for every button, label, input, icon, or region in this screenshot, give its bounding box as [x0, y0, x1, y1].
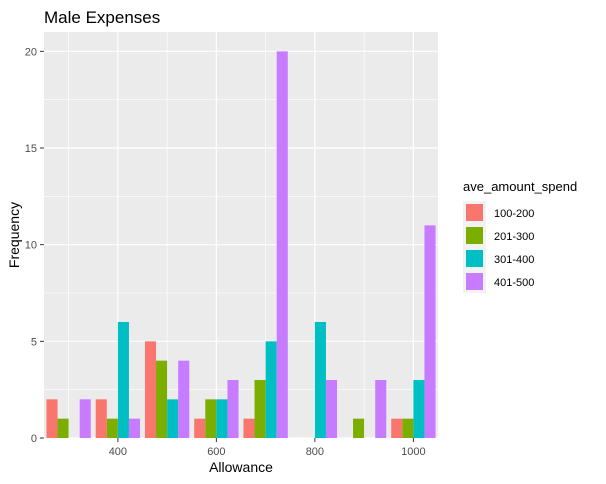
legend-title: ave_amount_spend: [463, 179, 577, 194]
bar: [156, 360, 168, 438]
bar: [254, 380, 266, 438]
bar: [243, 418, 255, 438]
y-tick-label: 15: [25, 143, 37, 155]
bar: [178, 360, 190, 438]
bar: [95, 399, 107, 438]
bar: [413, 380, 425, 438]
bar: [57, 418, 69, 438]
y-tick-label: 10: [25, 240, 37, 252]
legend-label: 201-300: [494, 231, 534, 243]
bar: [128, 418, 141, 438]
plot-panel: [44, 32, 438, 438]
bars: [46, 51, 436, 438]
chart-title: Male Expenses: [44, 8, 160, 27]
x-tick-label: 800: [306, 446, 324, 458]
x-axis-title: Allowance: [209, 459, 273, 475]
legend-label: 100-200: [494, 208, 534, 220]
grid-major: [44, 32, 438, 439]
legend-key: [466, 250, 483, 267]
bar: [424, 225, 436, 438]
bar: [46, 399, 58, 438]
bar: [205, 399, 217, 438]
bar: [167, 399, 179, 438]
bar: [391, 418, 403, 438]
legend-key: [466, 227, 483, 244]
bar: [144, 341, 157, 438]
legend-key: [466, 273, 483, 290]
legend-label: 401-500: [494, 277, 534, 289]
y-tick-label: 20: [25, 46, 37, 58]
bar: [402, 418, 414, 438]
bar: [276, 51, 288, 438]
x-tick-label: 400: [109, 446, 127, 458]
bar: [314, 322, 326, 438]
bar: [194, 418, 206, 438]
y-axis: 0 5 10 15 20: [25, 46, 44, 445]
legend-label: 301-400: [494, 254, 534, 266]
bar: [325, 380, 338, 438]
legend: ave_amount_spend 100-200 201-300 301-400 40…: [463, 179, 577, 293]
y-tick-label: 0: [31, 433, 37, 445]
x-tick-label: 600: [207, 446, 225, 458]
bar: [353, 418, 365, 438]
legend-key: [466, 204, 483, 221]
bar: [265, 341, 277, 438]
bar: [79, 399, 91, 438]
grid-minor: [44, 32, 438, 438]
y-tick-label: 5: [31, 336, 37, 348]
bar: [106, 418, 118, 438]
y-axis-title: Frequency: [6, 202, 22, 268]
x-tick-label: 1000: [401, 446, 425, 458]
bar: [216, 399, 228, 438]
x-axis: 400 600 800 1000: [109, 438, 426, 458]
bar: [117, 322, 129, 438]
bar: [375, 380, 387, 438]
bar: [227, 380, 239, 438]
